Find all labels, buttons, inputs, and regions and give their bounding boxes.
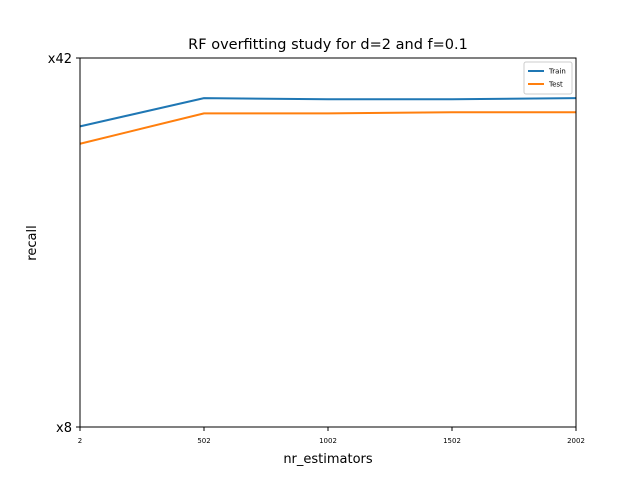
chart-title: RF overfitting study for d=2 and f=0.1 — [188, 37, 468, 53]
x-tick-label: 2002 — [567, 437, 585, 445]
plot-frame — [79, 57, 577, 428]
x-tick-label: 2 — [78, 437, 82, 445]
x-tick-label: 1002 — [319, 437, 337, 445]
y-axis-label: recall — [25, 225, 40, 260]
y-tick-label: x42 — [48, 52, 72, 67]
legend: Train Test — [523, 61, 573, 95]
x-axis: 2 502 1002 1502 2002 — [78, 427, 585, 445]
y-tick-label: x8 — [56, 421, 72, 436]
y-axis: x8 x42 — [48, 52, 80, 436]
x-axis-label: nr_estimators — [283, 452, 373, 467]
legend-label: Train — [548, 68, 566, 76]
legend-label: Test — [548, 81, 563, 89]
x-tick-label: 502 — [197, 437, 210, 445]
x-tick-label: 1502 — [443, 437, 461, 445]
series-lines — [79, 97, 577, 145]
series-line-test — [79, 111, 576, 145]
series-line-train — [79, 97, 577, 128]
